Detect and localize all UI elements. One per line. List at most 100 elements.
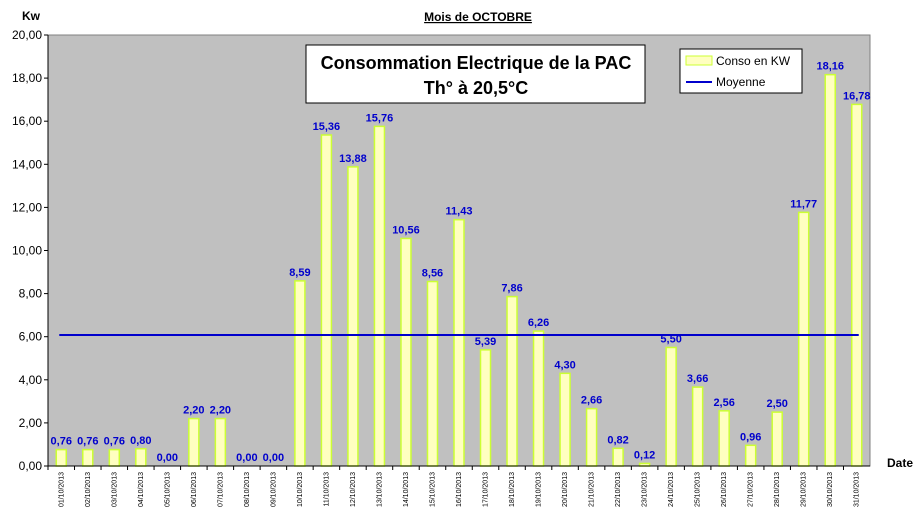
- x-tick-label: 01/10/2013: [58, 472, 65, 507]
- bar: [188, 417, 200, 467]
- bar: [585, 407, 598, 467]
- bar: [135, 448, 147, 467]
- data-label: 2,66: [581, 395, 602, 407]
- chart-title-line2: Th° à 20,5°C: [424, 78, 528, 98]
- title-box: Consommation Electrique de la PAC Th° à …: [305, 44, 646, 104]
- x-tick-label: 11/10/2013: [323, 472, 330, 507]
- data-labels: 0,76 0,76 0,76 0,80 0,00 2,20 2,20 0,00 0,00 8,59…: [51, 61, 871, 464]
- x-tick-label: 29/10/2013: [801, 472, 808, 507]
- bar: [559, 372, 571, 467]
- data-label: 6,26: [528, 317, 549, 329]
- y-tick-label: 2,00: [19, 416, 43, 430]
- chart-title-line1: Consommation Electrique de la PAC: [321, 53, 632, 73]
- x-axis-label: Date: [887, 456, 913, 470]
- bar: [771, 411, 783, 467]
- data-label: 2,50: [766, 398, 787, 410]
- y-tick-label: 8,00: [19, 287, 43, 301]
- x-tick-label: 15/10/2013: [429, 472, 436, 507]
- legend-label-mean: Moyenne: [716, 75, 766, 89]
- x-tick-label: 28/10/2013: [774, 472, 781, 507]
- x-tick-label: 25/10/2013: [695, 472, 702, 507]
- bar: [532, 330, 545, 467]
- y-tick-label: 20,00: [12, 28, 42, 42]
- data-label: 5,39: [475, 336, 496, 348]
- y-tick-label: 4,00: [19, 373, 43, 387]
- x-tick-label: 24/10/2013: [668, 472, 675, 507]
- y-axis-label: Kw: [22, 9, 41, 23]
- data-label: 0,76: [51, 436, 72, 448]
- x-tick-label: 22/10/2013: [615, 472, 622, 507]
- data-label: 18,16: [816, 61, 844, 73]
- y-tick-label: 0,00: [19, 459, 43, 473]
- data-label: 2,56: [713, 397, 734, 409]
- y-tick-label: 12,00: [12, 200, 42, 214]
- data-label: 0,76: [77, 436, 98, 448]
- bar: [82, 448, 94, 467]
- bar: [744, 444, 757, 467]
- x-tick-label: 08/10/2013: [244, 472, 251, 507]
- data-label: 8,56: [422, 268, 443, 280]
- data-label: 13,88: [339, 153, 367, 165]
- x-tick-label: 16/10/2013: [456, 472, 463, 507]
- data-label: 10,56: [392, 224, 420, 236]
- bar: [347, 166, 359, 467]
- y-tick-label: 6,00: [19, 330, 43, 344]
- x-tick-label: 05/10/2013: [164, 472, 171, 507]
- bar: [400, 237, 412, 467]
- x-tick-label: 13/10/2013: [376, 472, 383, 507]
- bar: [426, 280, 439, 467]
- legend-label-conso: Conso en KW: [716, 54, 791, 68]
- y-axis-ticks: 0,00 2,00 4,00 6,00 8,00 10,00 12,00 14,00 16,00…: [12, 28, 48, 473]
- x-tick-label: 03/10/2013: [111, 472, 118, 507]
- data-label: 0,12: [634, 449, 655, 461]
- data-label: 2,20: [210, 405, 231, 417]
- x-tick-label: 19/10/2013: [536, 472, 543, 507]
- x-tick-label: 14/10/2013: [403, 472, 410, 507]
- data-label: 8,59: [289, 267, 310, 279]
- data-label: 0,76: [104, 436, 125, 448]
- x-tick-label: 21/10/2013: [589, 472, 596, 507]
- x-tick-label: 09/10/2013: [270, 472, 277, 507]
- data-label: 0,96: [740, 431, 761, 443]
- data-label: 2,20: [183, 405, 204, 417]
- data-label: 0,00: [236, 452, 257, 464]
- y-tick-label: 14,00: [12, 157, 42, 171]
- data-label: 0,00: [263, 452, 284, 464]
- x-tick-label: 10/10/2013: [297, 472, 304, 507]
- data-label: 16,78: [843, 90, 871, 102]
- bar: [850, 103, 863, 467]
- bar: [718, 410, 730, 467]
- bar: [665, 346, 677, 467]
- data-label: 0,80: [130, 435, 151, 447]
- legend-swatch-conso: [685, 55, 713, 66]
- y-tick-label: 18,00: [12, 71, 42, 85]
- x-tick-label: 26/10/2013: [721, 472, 728, 507]
- bar: [612, 447, 624, 467]
- x-tick-label: 04/10/2013: [138, 472, 145, 507]
- x-tick-label: 23/10/2013: [642, 472, 649, 507]
- bar: [320, 134, 333, 467]
- x-tick-label: 31/10/2013: [854, 472, 861, 507]
- bar: [108, 448, 121, 467]
- bar: [294, 280, 306, 467]
- data-label: 11,43: [446, 206, 473, 218]
- x-tick-label: 06/10/2013: [191, 472, 198, 507]
- y-tick-label: 10,00: [12, 244, 42, 258]
- x-tick-label: 30/10/2013: [827, 472, 834, 507]
- data-label: 15,36: [313, 121, 341, 133]
- data-label: 0,00: [157, 452, 178, 464]
- data-label: 15,76: [366, 112, 394, 124]
- bar: [691, 386, 704, 467]
- bar: [479, 349, 492, 467]
- data-label: 0,82: [607, 434, 628, 446]
- title-box-frame: [305, 44, 646, 104]
- bar: [214, 417, 227, 467]
- x-tick-label: 18/10/2013: [509, 472, 516, 507]
- y-tick-label: 16,00: [12, 114, 42, 128]
- bar: [55, 448, 68, 467]
- data-label: 7,86: [501, 283, 522, 295]
- x-tick-label: 20/10/2013: [562, 472, 569, 507]
- bar: [453, 218, 465, 467]
- bar: [824, 73, 836, 467]
